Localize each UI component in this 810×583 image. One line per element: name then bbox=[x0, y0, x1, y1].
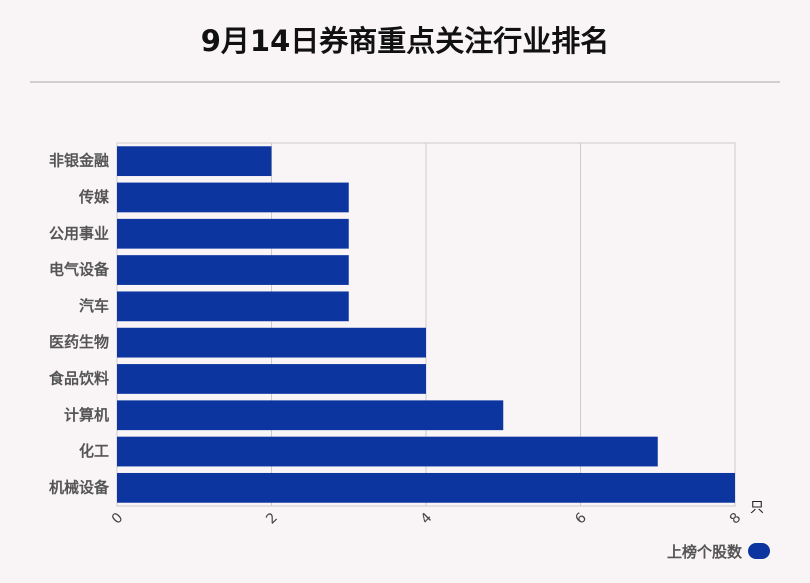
bar-10 bbox=[117, 472, 735, 503]
x-tick-label: 0 bbox=[109, 510, 127, 528]
category-label: 食品饮料 bbox=[49, 369, 109, 387]
category-label: 传媒 bbox=[78, 188, 110, 206]
category-label: 医药生物 bbox=[49, 333, 109, 351]
category-label: 汽车 bbox=[79, 297, 109, 315]
bar-9 bbox=[117, 436, 658, 467]
bar-7 bbox=[117, 364, 426, 394]
category-label: 机械设备 bbox=[49, 478, 110, 496]
category-label: 化工 bbox=[79, 442, 109, 460]
category-label: 非银金融 bbox=[49, 152, 109, 170]
bar-5 bbox=[117, 291, 349, 322]
x-unit-label: 只 bbox=[750, 500, 764, 516]
bar-8 bbox=[117, 400, 504, 431]
x-tick-label: 8 bbox=[727, 510, 745, 528]
x-tick-label: 6 bbox=[572, 510, 590, 528]
legend: 上榜个股数 bbox=[667, 541, 770, 561]
category-label: 计算机 bbox=[64, 406, 109, 424]
bar-2 bbox=[117, 182, 349, 213]
legend-swatch bbox=[748, 543, 770, 559]
bar-1 bbox=[117, 146, 272, 177]
title-divider bbox=[30, 81, 780, 83]
legend-label: 上榜个股数 bbox=[666, 542, 742, 561]
category-label: 公用事业 bbox=[49, 224, 109, 242]
bar-3 bbox=[117, 218, 349, 249]
bar-6 bbox=[117, 327, 426, 358]
x-tick-label: 2 bbox=[263, 510, 281, 528]
chart-title: 9月14日券商重点关注行业排名 bbox=[200, 24, 610, 58]
category-label: 电气设备 bbox=[49, 261, 110, 279]
bar-4 bbox=[117, 255, 349, 285]
x-tick-label: 4 bbox=[418, 510, 436, 528]
